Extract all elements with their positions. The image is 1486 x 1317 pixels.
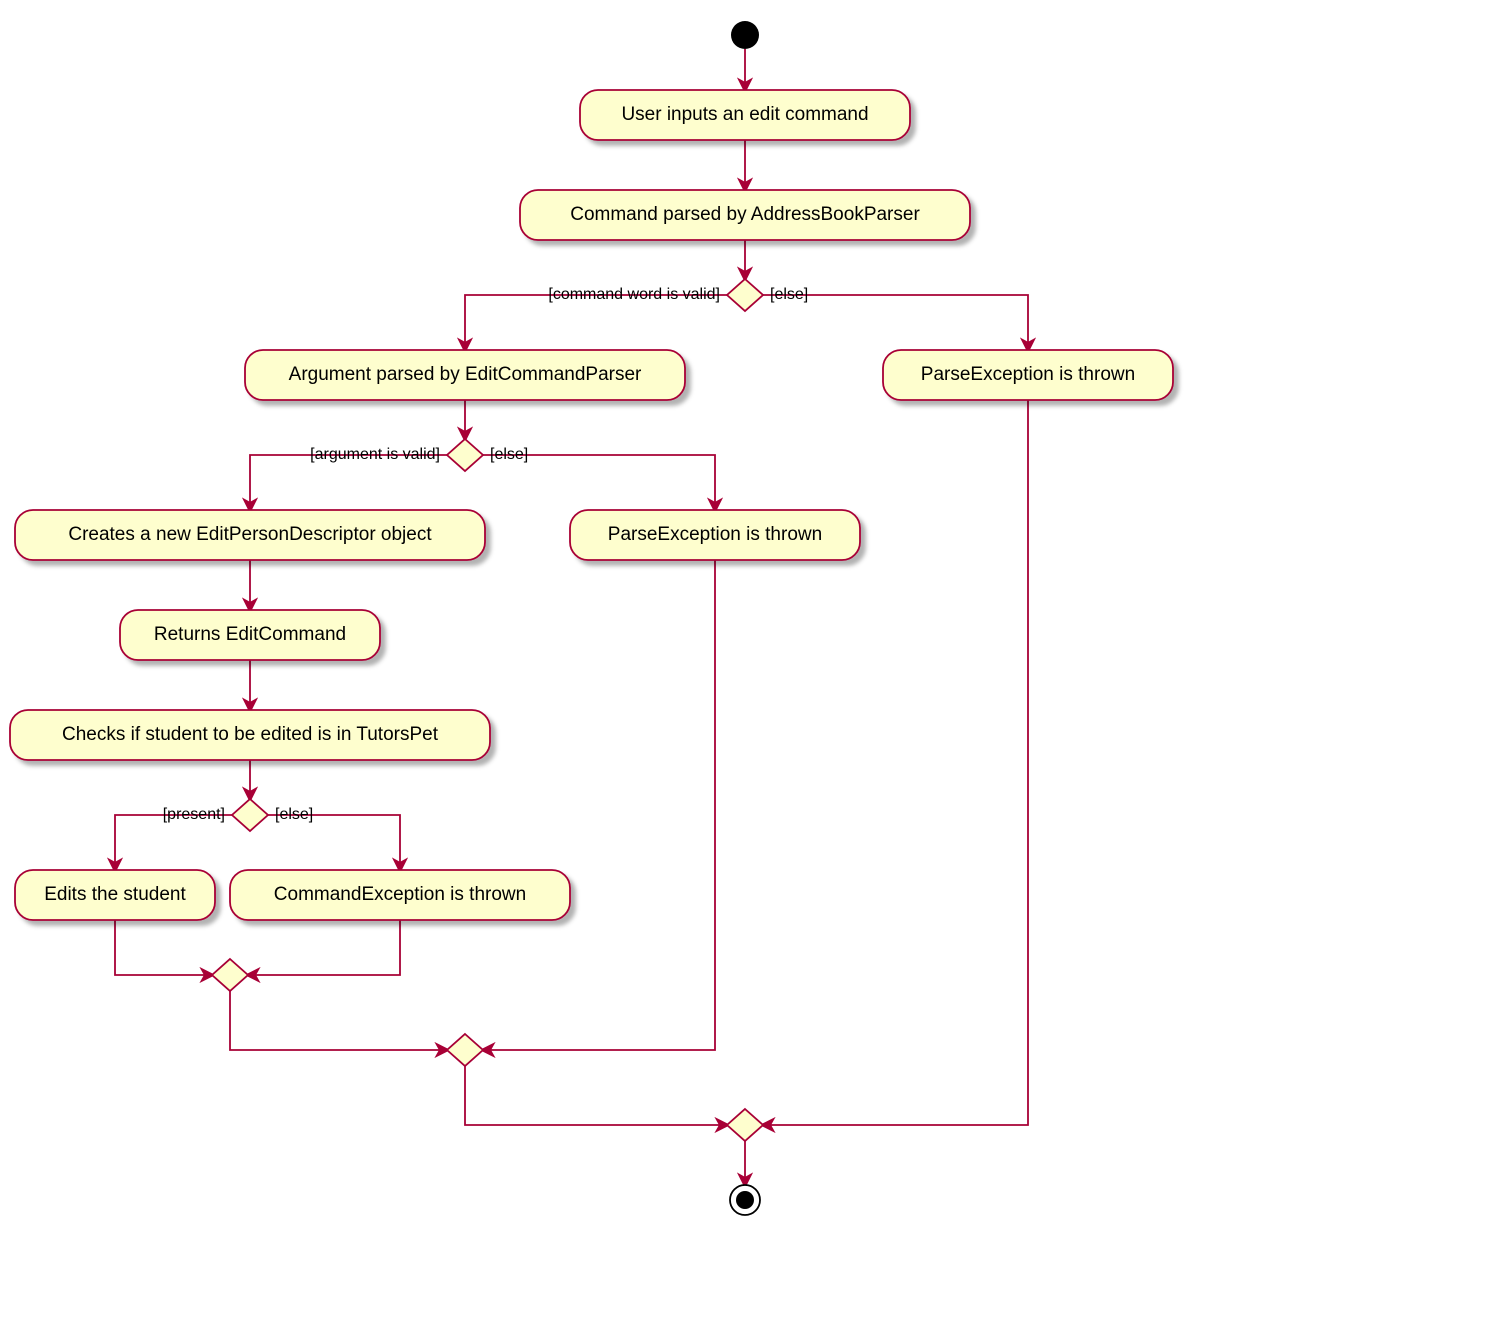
- edge-m2-m1: [465, 1066, 727, 1125]
- merge-3: [212, 959, 248, 991]
- decision-present: [232, 799, 268, 831]
- edge-d1-n4: [763, 295, 1028, 350]
- edge-d2-n6: [483, 455, 715, 510]
- node-create-descriptor-label: Creates a new EditPersonDescriptor objec…: [68, 524, 432, 545]
- node-return-editcommand-label: Returns EditCommand: [154, 624, 346, 645]
- decision-argument: [447, 439, 483, 471]
- node-parseexception-1-label: ParseException is thrown: [921, 364, 1135, 385]
- node-check-student-label: Checks if student to be edited is in Tut…: [62, 724, 439, 745]
- guard-d1-left: [command word is valid]: [548, 286, 720, 303]
- edge-d3-n9: [115, 815, 232, 870]
- edge-d2-n5: [250, 455, 447, 510]
- node-addressbook-parser-label: Command parsed by AddressBookParser: [570, 204, 920, 225]
- edge-d1-n3: [465, 295, 727, 350]
- guard-d3-left: [present]: [163, 806, 225, 823]
- start-node: [731, 21, 759, 49]
- edge-n4-m1: [763, 400, 1028, 1125]
- edge-n10-m3: [248, 920, 400, 975]
- node-commandexception-label: CommandException is thrown: [274, 884, 526, 905]
- node-edits-student-label: Edits the student: [44, 884, 186, 905]
- end-node-inner: [736, 1191, 754, 1209]
- node-user-input-label: User inputs an edit command: [621, 104, 868, 125]
- guard-d3-right: [else]: [275, 806, 313, 823]
- edge-n6-m2: [483, 560, 715, 1050]
- node-parseexception-2-label: ParseException is thrown: [608, 524, 822, 545]
- edge-d3-n10: [268, 815, 400, 870]
- guard-d1-right: [else]: [770, 286, 808, 303]
- guard-d2-left: [argument is valid]: [310, 446, 440, 463]
- edge-n9-m3: [115, 920, 212, 975]
- node-editcommand-parser-label: Argument parsed by EditCommandParser: [289, 364, 642, 385]
- guard-d2-right: [else]: [490, 446, 528, 463]
- decision-command-word: [727, 279, 763, 311]
- activity-diagram: [command word is valid] [else] [argument…: [0, 0, 1486, 1317]
- merge-2: [447, 1034, 483, 1066]
- merge-1: [727, 1109, 763, 1141]
- edge-m3-m2: [230, 991, 447, 1050]
